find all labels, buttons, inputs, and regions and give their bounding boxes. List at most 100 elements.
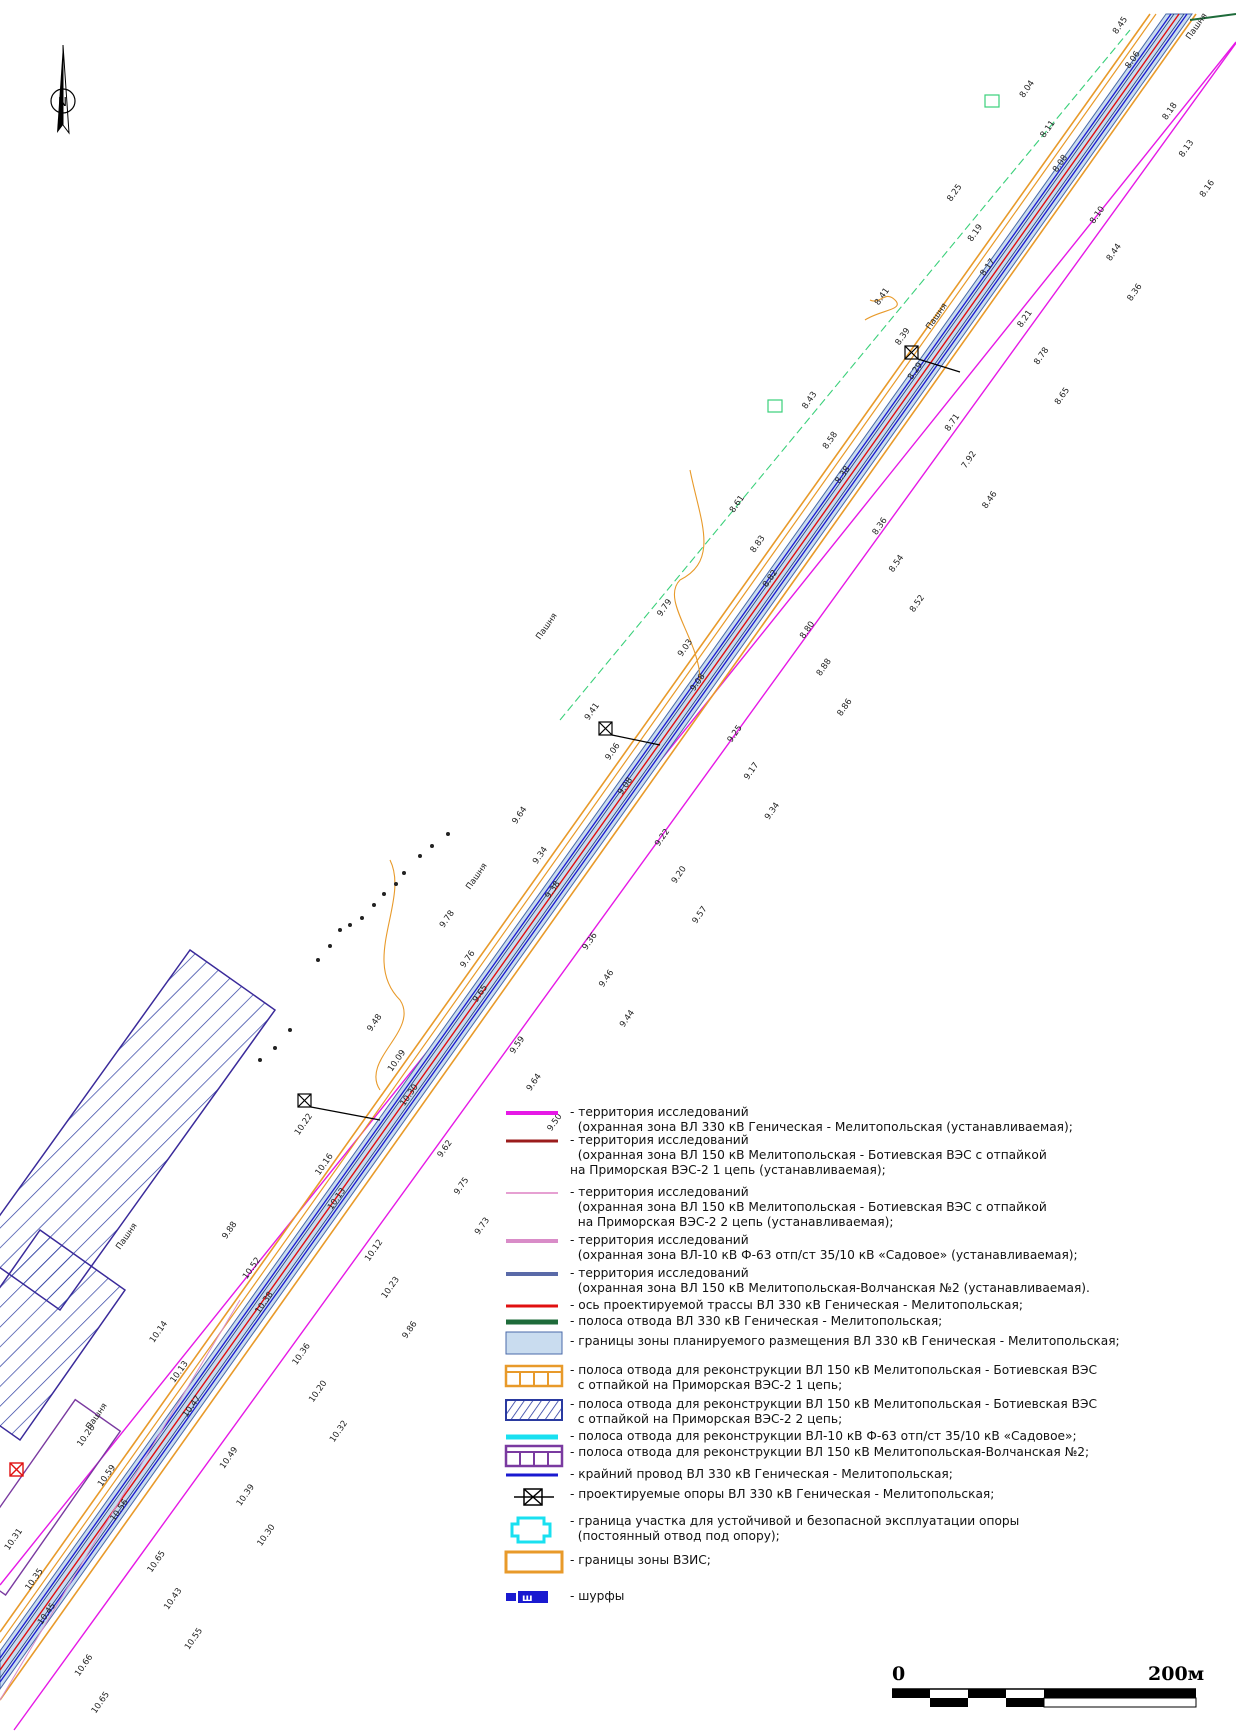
- contour-orange-3: [375, 859, 405, 1091]
- elevation-label: 8.58: [821, 430, 840, 451]
- elevation-label: 10.20: [307, 1379, 329, 1405]
- elevation-label: 10.66: [73, 1653, 95, 1679]
- elevation-label: 9.41: [583, 701, 602, 722]
- elevation-label: 10.59: [96, 1463, 118, 1489]
- north-arrow-icon: N: [50, 45, 76, 135]
- elevation-label: 7.92: [960, 449, 979, 470]
- elevation-label: 8.80: [798, 620, 817, 641]
- elevation-label: 9.86: [400, 1320, 419, 1341]
- elevation-label: 8.36: [1125, 282, 1144, 303]
- vzis-box-symbol: [504, 1550, 564, 1574]
- elevation-label: 10.30: [255, 1523, 277, 1549]
- elevation-label: 8.11: [1039, 119, 1058, 140]
- green-line-symbol: [506, 1319, 558, 1325]
- vzis-boundary-mid: [0, 13, 1157, 1644]
- tower-1: [904, 345, 961, 373]
- elevation-label: 9.22: [653, 827, 672, 848]
- scale-bar: 0 200м: [892, 1663, 1205, 1713]
- elevation-label: 8.21: [1016, 308, 1035, 329]
- elevation-label: 9.03: [676, 638, 695, 659]
- elevation-label: 9.25: [726, 723, 745, 744]
- tower-3: [297, 1093, 381, 1121]
- elevation-label: 8.39: [894, 326, 913, 347]
- elevation-label: 10.43: [162, 1586, 184, 1612]
- green-dashed-line: [559, 29, 1131, 721]
- elevation-label: 9.36: [581, 931, 600, 952]
- orange-box-symbol: [504, 1364, 564, 1388]
- elevation-label: 10.32: [328, 1419, 350, 1445]
- elevation-label: 8.44: [1105, 242, 1124, 263]
- elevation-label: 9.79: [655, 597, 674, 618]
- elevation-label: 10.49: [218, 1445, 240, 1471]
- elevation-label: 9.73: [473, 1216, 492, 1237]
- elevation-label: 9.46: [597, 968, 616, 989]
- pinklight-line-symbol: [506, 1192, 558, 1194]
- tower-symbol-icon: [514, 1488, 554, 1506]
- elevation-label: 8.46: [980, 490, 999, 511]
- elevation-label: 9.62: [436, 1138, 455, 1159]
- elevation-label: 8.52: [908, 593, 927, 614]
- cyan-plot-1: [984, 94, 1000, 108]
- elevation-label: 8.18: [1161, 101, 1180, 122]
- elevation-label: 8.04: [1018, 79, 1037, 100]
- elevation-label: 9.34: [763, 801, 782, 822]
- elevation-label: 9.64: [510, 805, 529, 826]
- vzis-boundary-upper: [0, 13, 1151, 1633]
- elevation-label: 9.64: [525, 1072, 544, 1093]
- pinkmid-line-symbol: [506, 1239, 558, 1243]
- svg-text:ш: ш: [522, 1593, 533, 1604]
- elevation-label: 9.59: [508, 1035, 527, 1056]
- elevation-label: 8.54: [887, 553, 906, 574]
- contour-orange-2: [673, 469, 705, 681]
- elevation-label: 9.17: [742, 761, 761, 782]
- scale-bar-graphic: [892, 1688, 1197, 1708]
- field-label: Пашня: [84, 1401, 109, 1431]
- outer-wire-lower: [0, 13, 1188, 1683]
- hatched-box-symbol: [505, 1399, 563, 1421]
- green-strip-edge: [1189, 13, 1236, 21]
- outer-wire-upper-2: [0, 13, 1175, 1663]
- elevation-label: 8.71: [943, 412, 962, 433]
- elevation-label: 9.48: [365, 1012, 384, 1033]
- outer-wire-lower-2: [0, 13, 1185, 1679]
- elevation-label: 10.39: [235, 1483, 257, 1509]
- outer-wire-upper: [0, 13, 1172, 1659]
- elevation-label: 9.44: [618, 1008, 637, 1029]
- elevation-label: 10.14: [148, 1319, 170, 1345]
- elevation-label: 10.23: [380, 1275, 402, 1301]
- elevation-label: 9.88: [220, 1220, 239, 1241]
- blue-line-symbol: [506, 1473, 558, 1477]
- zone-box-symbol: [505, 1331, 563, 1355]
- scale-end-label: 200м: [1148, 1663, 1205, 1685]
- purple-box-symbol: [504, 1444, 564, 1468]
- elevation-label: 9.78: [438, 909, 457, 930]
- planned-placement-zone: [0, 13, 1193, 1690]
- cyan-line-symbol: [506, 1434, 558, 1440]
- bush-symbols: [258, 832, 450, 1062]
- elevation-label: 8.13: [1177, 138, 1196, 159]
- magenta-boundary-lower: [13, 42, 1236, 1731]
- elevation-label: 8.16: [1198, 178, 1217, 199]
- elevation-label: 8.78: [1032, 346, 1051, 367]
- elevation-label: 8.65: [1053, 386, 1072, 407]
- tower-2: [598, 721, 661, 746]
- pink-line-lower: [0, 1299, 241, 1701]
- slateblue-line-symbol: [506, 1272, 558, 1276]
- elevation-label: 10.55: [183, 1626, 205, 1652]
- scale-zero-label: 0: [892, 1663, 906, 1685]
- field-label: Пашня: [534, 611, 559, 641]
- field-label: Пашня: [464, 861, 489, 891]
- contour-orange-1: [864, 295, 898, 321]
- cyan-plot-2: [767, 399, 783, 413]
- elevation-label: 9.20: [670, 864, 689, 885]
- darkred-line-symbol: [506, 1139, 558, 1143]
- elevation-label: 9.75: [452, 1176, 471, 1197]
- purple-strip-box: [0, 1398, 122, 1596]
- elevation-label: 8.43: [800, 390, 819, 411]
- svg-text:N: N: [58, 95, 67, 109]
- elevation-label: 9.76: [459, 949, 478, 970]
- red-line-symbol: [506, 1304, 558, 1308]
- cyan-plot-symbol: [510, 1516, 552, 1544]
- elevation-label: 10.22: [293, 1112, 315, 1138]
